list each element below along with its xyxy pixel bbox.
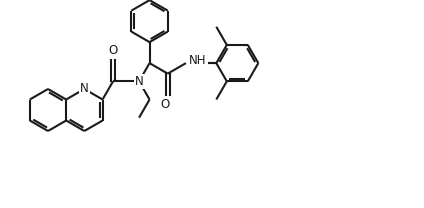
Text: N: N: [135, 75, 144, 88]
Text: O: O: [160, 98, 169, 111]
Text: O: O: [109, 44, 118, 57]
Text: N: N: [80, 83, 89, 95]
Text: NH: NH: [189, 54, 206, 67]
